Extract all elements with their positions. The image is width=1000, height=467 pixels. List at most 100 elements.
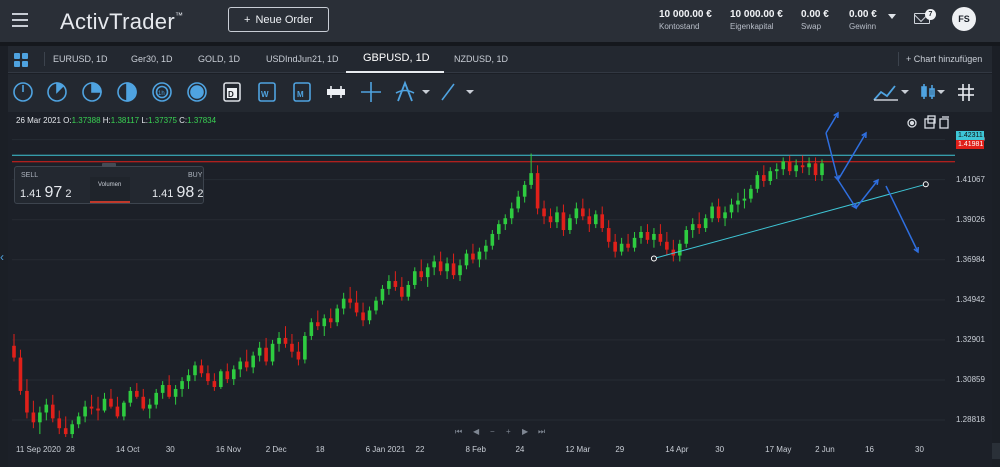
clock-1m-icon[interactable]: [13, 82, 33, 102]
scroll-start-icon[interactable]: ⏮: [455, 427, 463, 436]
copy-icon[interactable]: [939, 116, 949, 129]
sell-label[interactable]: SELL: [21, 172, 39, 179]
candle-body: [283, 337, 288, 344]
indicators-dropdown-icon[interactable]: [422, 90, 430, 94]
scroll-right-icon[interactable]: ▶: [522, 427, 529, 436]
time-tick-label: 30: [165, 445, 175, 454]
candle-body: [354, 302, 359, 313]
ohlc-date: 26 Mar 2021: [16, 116, 61, 125]
candle-body: [645, 231, 650, 240]
candle-body: [535, 173, 540, 209]
tab-nzdusd[interactable]: NZDUSD, 1D: [454, 54, 509, 64]
candle-body: [225, 371, 230, 380]
projection-arrow-head: [833, 111, 839, 119]
clock-4h-icon[interactable]: [187, 82, 207, 102]
trendline-dropdown-icon[interactable]: [466, 90, 474, 94]
candle-body: [749, 188, 753, 199]
scroll-end-icon[interactable]: ⏭: [538, 427, 546, 436]
menu-icon[interactable]: [12, 13, 28, 27]
account-dropdown-icon[interactable]: [888, 14, 896, 19]
tab-eurusd[interactable]: EURUSD, 1D: [53, 54, 108, 64]
candle-body: [522, 184, 527, 197]
candle-body: [219, 371, 223, 387]
candle-body: [122, 402, 126, 417]
chart-type-icon[interactable]: [327, 86, 345, 98]
balance-value: 10 000.00 €: [659, 9, 712, 20]
indicators-icon[interactable]: [395, 80, 415, 102]
candle-settings-icon[interactable]: [921, 84, 935, 99]
expand-right-icon[interactable]: [992, 443, 1000, 459]
candle-body: [199, 365, 204, 374]
candle-body: [63, 428, 68, 435]
layout-grid-icon[interactable]: [14, 53, 28, 67]
time-tick-label: 29: [615, 445, 625, 454]
candle-body: [716, 206, 721, 219]
line-chart-icon[interactable]: [873, 85, 898, 101]
chart-tabs-bar: [8, 46, 992, 73]
calendar-month-icon[interactable]: M: [293, 82, 311, 102]
candle-body: [25, 390, 29, 413]
trendline-handle: [650, 255, 657, 262]
new-order-button[interactable]: + Neue Order: [228, 7, 329, 32]
clock-1h-icon[interactable]: 1h: [152, 82, 172, 102]
time-tick-label: 16: [865, 445, 874, 454]
add-chart-button[interactable]: + Chart hinzufügen: [906, 54, 982, 64]
time-tick-label: 6 Jan 2021: [365, 445, 406, 454]
line-chart-dropdown-icon[interactable]: [901, 90, 909, 94]
price-tick-label: 1.41067: [956, 174, 985, 184]
calendar-day-icon[interactable]: D: [223, 82, 241, 102]
time-tick-label: 24: [515, 445, 525, 454]
candle-body: [555, 212, 559, 223]
candle-body: [516, 196, 520, 209]
clock-15m-icon[interactable]: [82, 82, 102, 102]
candle-body: [464, 253, 469, 266]
candle-body: [671, 249, 676, 256]
crosshair-icon[interactable]: [361, 82, 381, 102]
candle-body: [50, 404, 55, 419]
drag-handle[interactable]: [102, 163, 116, 167]
candle-body: [697, 224, 701, 229]
zoom-out-icon[interactable]: −: [490, 427, 495, 436]
candle-body: [581, 208, 585, 217]
candle-body: [477, 251, 482, 260]
trendline-icon[interactable]: [441, 83, 455, 101]
chart-toolbar: [8, 74, 992, 112]
grid-icon[interactable]: [958, 84, 974, 101]
candle-body: [109, 398, 113, 407]
candle-body: [787, 161, 792, 172]
candle-body: [154, 392, 159, 405]
candle-body: [335, 308, 339, 323]
candle-dropdown-icon[interactable]: [937, 90, 945, 94]
buy-button[interactable]: 1.41 98 2: [152, 184, 203, 202]
buy-label[interactable]: BUY: [188, 172, 203, 179]
candle-body: [102, 398, 107, 411]
clock-5m-icon[interactable]: [47, 82, 67, 102]
candle-body: [458, 265, 462, 276]
candle-body: [128, 390, 133, 403]
projection-arrow: [825, 132, 839, 181]
zoom-in-icon[interactable]: +: [506, 427, 511, 436]
screenshot-icon[interactable]: [924, 115, 936, 129]
calendar-week-icon[interactable]: W: [258, 82, 276, 102]
candle-body: [820, 163, 824, 176]
scroll-left-icon[interactable]: ◀: [473, 427, 480, 436]
candle-body: [412, 271, 417, 285]
clock-30m-icon[interactable]: [117, 82, 137, 102]
sell-button[interactable]: 1.41 97 2: [20, 184, 71, 202]
settings-icon[interactable]: [907, 118, 917, 128]
expand-left-icon[interactable]: ‹: [0, 250, 4, 264]
candle-body: [762, 175, 766, 181]
candle-body: [690, 224, 695, 231]
candle-body: [70, 424, 74, 435]
candle-body: [173, 388, 178, 397]
volume-input[interactable]: Volumen: [90, 177, 130, 203]
tab-ger30[interactable]: Ger30, 1D: [131, 54, 173, 64]
tab-gold[interactable]: GOLD, 1D: [198, 54, 241, 64]
avatar[interactable]: FS: [952, 7, 976, 31]
candle-body: [244, 361, 249, 368]
top-bar: [0, 0, 1000, 42]
tab-gbpusd[interactable]: GBPUSD, 1D: [363, 52, 430, 64]
candle-body: [425, 267, 430, 278]
tab-usdindjun21[interactable]: USDIndJun21, 1D: [266, 54, 339, 64]
